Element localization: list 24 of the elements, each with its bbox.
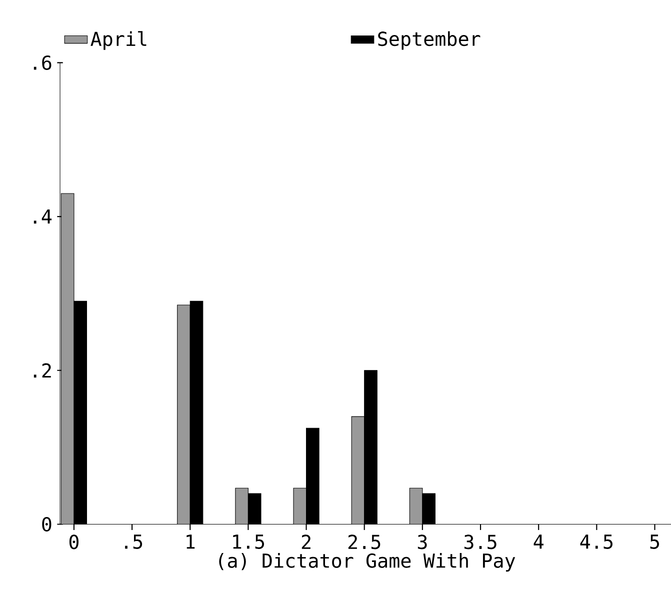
legend-label: September (378, 31, 480, 50)
x-tick-label: 3.5 (464, 534, 496, 550)
x-tick-label: 5 (650, 534, 659, 550)
x-tick-label: 2 (302, 534, 310, 550)
x-axis-title: (a) Dictator Game With Pay (219, 553, 516, 572)
y-tick-label: .6 (34, 56, 52, 70)
bar (61, 194, 74, 524)
y-tick-label: .4 (34, 210, 52, 224)
bar (235, 488, 248, 524)
bar (294, 488, 306, 524)
bar (410, 488, 422, 524)
y-tick-label: .2 (34, 363, 51, 378)
x-tick-label: 3 (418, 534, 427, 550)
x-tick-label: 1 (186, 534, 195, 549)
x-tick-label: .5 (125, 534, 142, 550)
x-tick-label: 4.5 (580, 534, 612, 550)
y-tick-label: 0 (42, 517, 52, 532)
bar (352, 416, 364, 524)
bar (177, 305, 190, 524)
x-tick-label: 4 (534, 534, 544, 549)
legend-label: April (90, 31, 146, 50)
x-tick-label: 0 (69, 534, 78, 550)
x-tick-label: 2.5 (348, 534, 380, 550)
x-tick-label: 1.5 (233, 534, 264, 550)
